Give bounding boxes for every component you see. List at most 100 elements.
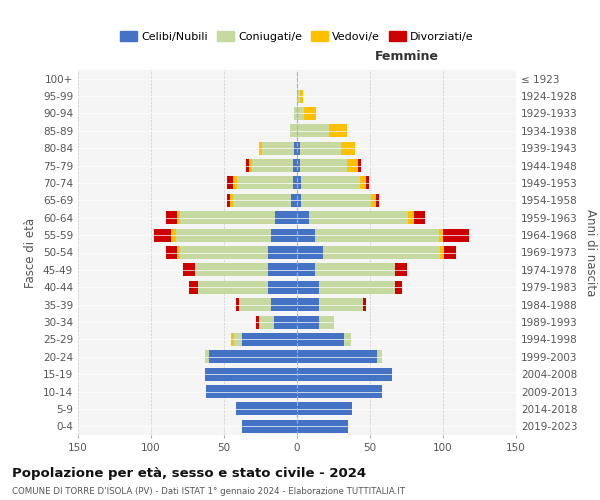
Bar [183, 264, 195, 276]
Bar [227, 194, 230, 207]
Bar [180, 246, 268, 259]
Bar [301, 176, 360, 190]
Bar [259, 142, 262, 154]
Bar [297, 228, 314, 241]
Bar [290, 124, 297, 138]
Bar [205, 368, 297, 380]
Bar [271, 228, 297, 241]
Bar [445, 246, 456, 259]
Bar [271, 298, 297, 311]
Bar [236, 402, 297, 415]
Bar [177, 211, 180, 224]
Bar [440, 246, 445, 259]
Bar [329, 124, 347, 138]
Bar [294, 107, 297, 120]
Bar [195, 264, 268, 276]
Bar [365, 176, 368, 190]
Bar [319, 298, 362, 311]
Bar [180, 211, 275, 224]
Bar [300, 159, 347, 172]
Bar [227, 176, 233, 190]
Bar [297, 176, 301, 190]
Bar [297, 298, 319, 311]
Bar [308, 211, 408, 224]
Bar [293, 176, 297, 190]
Bar [230, 194, 233, 207]
Y-axis label: Fasce di età: Fasce di età [25, 218, 37, 288]
Bar [262, 142, 294, 154]
Bar [300, 142, 341, 154]
Bar [297, 333, 344, 346]
Bar [323, 246, 440, 259]
Bar [256, 316, 259, 328]
Text: COMUNE DI TORRE D'ISOLA (PV) - Dati ISTAT 1° gennaio 2024 - Elaborazione TUTTITA: COMUNE DI TORRE D'ISOLA (PV) - Dati ISTA… [12, 488, 405, 496]
Bar [347, 159, 358, 172]
Bar [268, 280, 297, 294]
Bar [314, 228, 439, 241]
Bar [268, 264, 297, 276]
Bar [166, 211, 177, 224]
Bar [297, 246, 323, 259]
Bar [237, 176, 293, 190]
Bar [376, 194, 379, 207]
Bar [297, 124, 329, 138]
Bar [314, 264, 395, 276]
Bar [232, 333, 234, 346]
Bar [291, 194, 297, 207]
Bar [301, 194, 371, 207]
Bar [233, 176, 237, 190]
Bar [360, 176, 365, 190]
Bar [297, 385, 382, 398]
Bar [205, 350, 209, 364]
Text: Popolazione per età, sesso e stato civile - 2024: Popolazione per età, sesso e stato civil… [12, 468, 366, 480]
Bar [176, 228, 271, 241]
Bar [319, 280, 395, 294]
Bar [304, 107, 316, 120]
Bar [297, 350, 377, 364]
Bar [297, 107, 304, 120]
Bar [395, 264, 407, 276]
Bar [362, 298, 365, 311]
Bar [297, 211, 308, 224]
Bar [297, 159, 300, 172]
Bar [275, 211, 297, 224]
Bar [274, 316, 297, 328]
Bar [268, 246, 297, 259]
Bar [297, 194, 301, 207]
Bar [234, 333, 242, 346]
Bar [344, 333, 351, 346]
Bar [297, 142, 300, 154]
Bar [297, 280, 319, 294]
Bar [371, 194, 376, 207]
Bar [341, 142, 355, 154]
Bar [233, 194, 291, 207]
Bar [297, 368, 392, 380]
Bar [439, 228, 443, 241]
Bar [252, 159, 293, 172]
Bar [154, 228, 172, 241]
Bar [206, 385, 297, 398]
Bar [172, 228, 176, 241]
Bar [297, 402, 352, 415]
Bar [395, 280, 402, 294]
Bar [166, 246, 177, 259]
Bar [242, 333, 297, 346]
Bar [177, 246, 180, 259]
Bar [319, 316, 334, 328]
Bar [294, 142, 297, 154]
Bar [297, 264, 314, 276]
Bar [239, 298, 271, 311]
Bar [209, 350, 297, 364]
Bar [297, 90, 300, 102]
Bar [443, 228, 469, 241]
Bar [300, 90, 303, 102]
Bar [377, 350, 382, 364]
Text: Femmine: Femmine [374, 50, 439, 62]
Bar [198, 280, 268, 294]
Bar [236, 298, 239, 311]
Bar [297, 420, 348, 433]
Bar [249, 159, 252, 172]
Legend: Celibi/Nubili, Coniugati/e, Vedovi/e, Divorziati/e: Celibi/Nubili, Coniugati/e, Vedovi/e, Di… [117, 28, 477, 46]
Bar [414, 211, 425, 224]
Bar [189, 280, 198, 294]
